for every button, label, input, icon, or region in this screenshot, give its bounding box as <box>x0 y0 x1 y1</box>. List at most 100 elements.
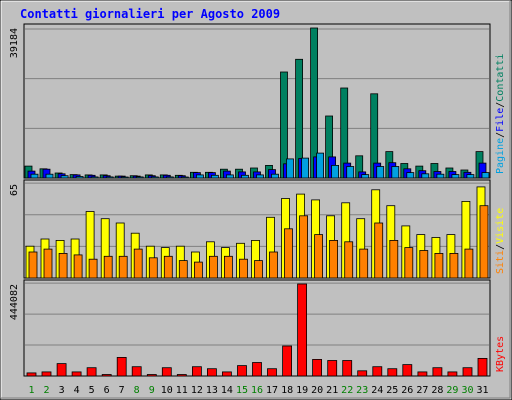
chart-title: Contatti giornalieri per Agosto 2009 <box>20 7 280 21</box>
bar-siti-day-23 <box>359 248 369 279</box>
bar-pagine-day-4 <box>75 176 84 179</box>
bar-siti-day-26 <box>404 247 414 279</box>
bar-pagine-day-21 <box>331 164 340 179</box>
legend-entry: Visite <box>495 208 506 244</box>
bar-siti-day-24 <box>374 222 384 279</box>
bar-pagine-day-26 <box>406 172 415 179</box>
day-label-14: 14 <box>221 385 233 396</box>
bar-siti-day-25 <box>389 239 399 279</box>
bar-pagine-day-16 <box>256 174 264 179</box>
bar-kbytes-day-30 <box>462 367 473 377</box>
bar-siti-day-20 <box>314 234 324 279</box>
bar-pagine-day-15 <box>241 174 249 179</box>
bar-kbytes-day-7 <box>116 356 127 377</box>
chart-panels: 39184Pagine/File/Contatti65Siti/Visite44… <box>9 23 506 377</box>
bar-kbytes-day-26 <box>402 364 413 377</box>
bar-kbytes-day-27 <box>417 371 428 377</box>
bar-kbytes-day-24 <box>372 366 383 377</box>
bar-kbytes-day-15 <box>237 365 247 377</box>
bar-siti-day-9 <box>148 257 158 279</box>
bar-kbytes-day-12 <box>191 366 202 377</box>
bar-siti-day-12 <box>193 261 203 279</box>
panel-visits-legend: Siti/Visite <box>495 208 506 274</box>
bar-siti-day-4 <box>73 254 83 279</box>
bar-pagine-day-20 <box>316 152 325 179</box>
day-label-3: 3 <box>59 385 65 396</box>
day-label-13: 13 <box>206 385 218 396</box>
day-label-1: 1 <box>28 385 34 396</box>
bar-kbytes-day-16 <box>252 362 262 377</box>
bar-siti-day-7 <box>118 255 128 279</box>
day-label-2: 2 <box>43 385 49 396</box>
bar-pagine-day-2 <box>45 173 54 179</box>
day-label-6: 6 <box>104 385 110 396</box>
bar-kbytes-day-4 <box>71 371 82 377</box>
bar-kbytes-day-19 <box>297 283 308 377</box>
day-label-7: 7 <box>119 385 125 396</box>
bar-kbytes-day-14 <box>221 371 232 377</box>
bar-kbytes-day-23 <box>357 370 368 377</box>
legend-entry: Siti <box>495 250 506 274</box>
day-label-26: 26 <box>401 385 413 396</box>
bar-pagine-day-28 <box>436 173 445 179</box>
panel-kbytes: 444082 KBytes <box>9 279 506 377</box>
bar-kbytes-day-18 <box>282 345 293 377</box>
day-label-19: 19 <box>296 385 308 396</box>
day-label-21: 21 <box>326 385 338 396</box>
day-label-17: 17 <box>266 385 278 396</box>
day-label-8: 8 <box>134 385 140 396</box>
bar-siti-day-29 <box>449 252 459 279</box>
panel-hits-background <box>23 23 491 179</box>
bar-pagine-day-3 <box>60 175 69 179</box>
legend-entry: / <box>495 102 506 108</box>
bar-kbytes-day-21 <box>327 360 338 377</box>
bar-pagine-day-10 <box>165 176 174 179</box>
bar-siti-day-28 <box>434 252 444 279</box>
legend-entry: KBytes <box>495 336 506 372</box>
bar-siti-day-27 <box>419 250 429 279</box>
bar-kbytes-day-29 <box>447 371 458 377</box>
day-label-11: 11 <box>176 385 188 396</box>
bar-pagine-day-6 <box>105 176 114 179</box>
day-label-18: 18 <box>281 385 293 396</box>
day-label-15: 15 <box>236 385 248 396</box>
bar-siti-day-10 <box>163 255 173 279</box>
bar-kbytes-day-10 <box>161 367 172 377</box>
day-label-5: 5 <box>89 385 95 396</box>
bar-siti-day-6 <box>103 255 113 279</box>
bar-kbytes-day-20 <box>312 358 323 377</box>
bar-pagine-day-9 <box>150 176 159 179</box>
bar-kbytes-day-3 <box>56 363 67 377</box>
panel-kbytes-legend: KBytes <box>495 336 506 372</box>
bar-pagine-day-23 <box>361 174 370 179</box>
panel-hits-ymax-label: 39184 <box>9 28 20 58</box>
bar-kbytes-day-2 <box>41 371 52 377</box>
bar-pagine-day-18 <box>286 158 294 179</box>
legend-entry: File <box>495 108 506 132</box>
legend-entry: / <box>495 132 506 138</box>
bar-kbytes-day-22 <box>342 360 353 377</box>
bar-siti-day-15 <box>239 258 248 279</box>
bar-siti-day-17 <box>269 251 278 279</box>
bar-kbytes-day-11 <box>176 374 187 377</box>
bar-siti-day-31 <box>479 205 489 279</box>
day-label-20: 20 <box>311 385 323 396</box>
bar-siti-day-13 <box>208 255 218 279</box>
day-label-24: 24 <box>371 385 383 396</box>
bar-kbytes-day-25 <box>387 368 398 377</box>
day-label-29: 29 <box>446 385 458 396</box>
day-label-4: 4 <box>74 385 80 396</box>
day-label-23: 23 <box>356 385 368 396</box>
bar-pagine-day-25 <box>391 166 400 179</box>
day-label-27: 27 <box>416 385 428 396</box>
bar-kbytes-day-6 <box>101 374 112 377</box>
bar-siti-day-19 <box>299 215 309 279</box>
bar-siti-day-8 <box>133 248 143 279</box>
bar-kbytes-day-8 <box>131 366 142 377</box>
bar-siti-day-22 <box>344 241 354 279</box>
bar-pagine-day-13 <box>210 174 219 179</box>
bar-pagine-day-7 <box>120 176 129 179</box>
bar-kbytes-day-31 <box>477 357 488 377</box>
